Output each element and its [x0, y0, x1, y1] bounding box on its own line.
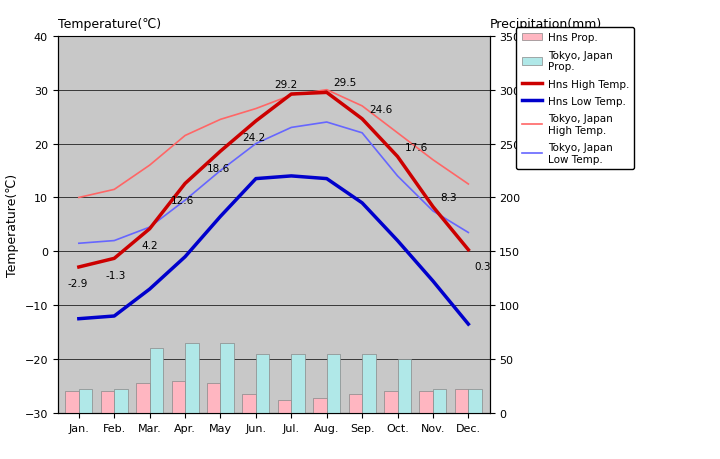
- Text: 29.5: 29.5: [333, 78, 357, 88]
- Bar: [397, 359, 411, 413]
- Text: 18.6: 18.6: [207, 163, 230, 173]
- Text: 0.3: 0.3: [474, 262, 490, 272]
- Bar: [278, 400, 292, 413]
- Bar: [313, 398, 327, 413]
- Text: Precipitation(mm): Precipitation(mm): [490, 18, 602, 31]
- Bar: [114, 389, 127, 413]
- Bar: [256, 354, 269, 413]
- Text: 8.3: 8.3: [440, 192, 456, 202]
- Bar: [150, 348, 163, 413]
- Bar: [327, 354, 340, 413]
- Legend: Hns Prop., Tokyo, Japan
Prop., Hns High Temp., Hns Low Temp., Tokyo, Japan
High : Hns Prop., Tokyo, Japan Prop., Hns High …: [516, 28, 634, 169]
- Text: 4.2: 4.2: [141, 241, 158, 251]
- Text: Temperature(℃): Temperature(℃): [58, 18, 161, 31]
- Bar: [243, 394, 256, 413]
- Bar: [468, 389, 482, 413]
- Bar: [185, 343, 199, 413]
- Text: -1.3: -1.3: [106, 270, 126, 280]
- Text: 24.2: 24.2: [242, 133, 265, 143]
- Bar: [220, 343, 234, 413]
- Bar: [348, 394, 362, 413]
- Bar: [455, 389, 468, 413]
- Bar: [79, 389, 92, 413]
- Text: 17.6: 17.6: [405, 142, 428, 152]
- Bar: [207, 383, 220, 413]
- Text: -2.9: -2.9: [68, 279, 88, 289]
- Text: 24.6: 24.6: [369, 105, 392, 115]
- Bar: [362, 354, 376, 413]
- Text: 29.2: 29.2: [274, 80, 298, 90]
- Bar: [420, 392, 433, 413]
- Bar: [101, 392, 114, 413]
- Text: 12.6: 12.6: [171, 196, 194, 206]
- Bar: [136, 383, 150, 413]
- Bar: [171, 381, 185, 413]
- Bar: [66, 392, 79, 413]
- Y-axis label: Temperature(℃): Temperature(℃): [6, 174, 19, 276]
- Bar: [292, 354, 305, 413]
- Bar: [384, 392, 397, 413]
- Bar: [433, 389, 446, 413]
